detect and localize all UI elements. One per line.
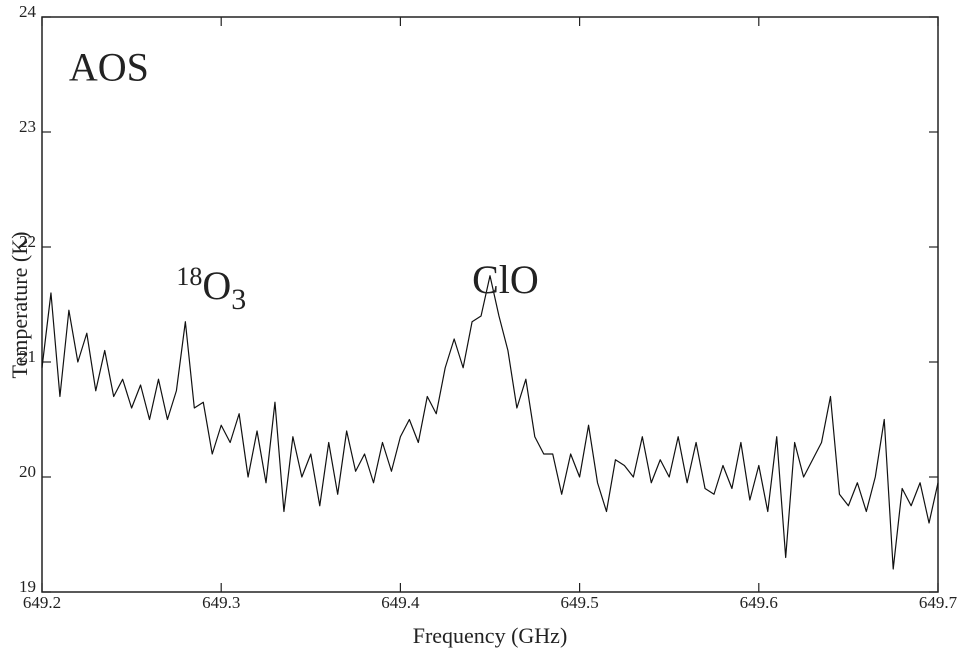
annotation-superscript: 18 (176, 262, 202, 291)
x-tick-label: 649.5 (560, 593, 598, 612)
y-tick-label: 20 (19, 462, 36, 481)
x-axis-title: Frequency (GHz) (413, 623, 568, 648)
annotation-text: ClO (472, 257, 539, 302)
y-tick-label: 23 (19, 117, 36, 136)
plot-frame (41, 16, 939, 593)
x-tick-label: 649.2 (23, 593, 61, 612)
annotation-text: AOS (69, 44, 149, 89)
x-tick-label: 649.7 (919, 593, 958, 612)
annotation: 18O3 (176, 262, 246, 316)
annotation-text: O (202, 263, 231, 308)
y-tick-label: 21 (19, 347, 36, 366)
annotation-subscript: 3 (231, 283, 246, 316)
x-tick-label: 649.3 (202, 593, 240, 612)
annotation: AOS (69, 44, 149, 89)
x-tick-label: 649.4 (381, 593, 420, 612)
annotation: ClO (472, 257, 539, 302)
y-tick-label: 19 (19, 577, 36, 596)
y-axis-title: Temperature (K) (7, 232, 32, 379)
x-tick-label: 649.6 (740, 593, 778, 612)
y-tick-label: 22 (19, 232, 36, 251)
y-tick-label: 24 (19, 2, 37, 21)
spectrum-line (41, 275, 939, 570)
